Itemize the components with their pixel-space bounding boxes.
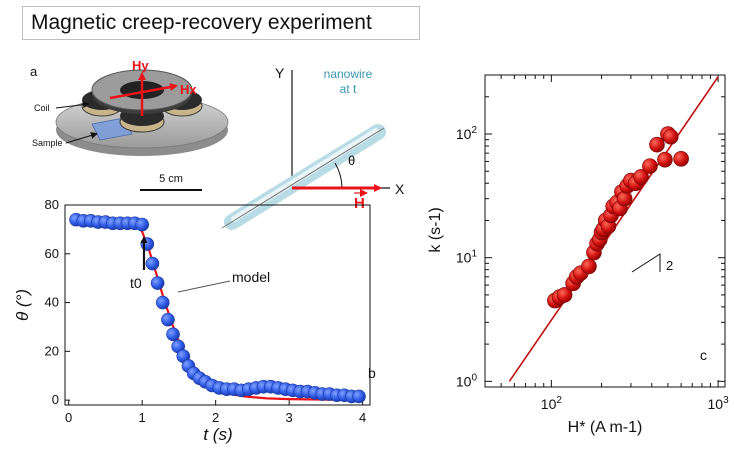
theta-point bbox=[145, 256, 160, 271]
x-tick-label: 3 bbox=[286, 410, 293, 425]
rate-data-points bbox=[547, 126, 689, 309]
figure-title: Magnetic creep-recovery experiment bbox=[22, 6, 420, 40]
plot-c-ylabel: k (s-1) bbox=[427, 207, 444, 252]
hy-label: Hy bbox=[132, 58, 149, 73]
panel-label-c: c bbox=[700, 347, 707, 363]
plot-b-ylabel: θ (°) bbox=[13, 289, 32, 321]
rate-point bbox=[581, 258, 597, 275]
tick-label: 100 bbox=[456, 372, 478, 389]
y-tick-label: 60 bbox=[45, 246, 59, 261]
plot-c-ticks: 102 103 100 101 102 bbox=[456, 74, 730, 412]
rate-point bbox=[662, 128, 679, 145]
plot-c-frame bbox=[484, 74, 726, 388]
y-tick-label: 20 bbox=[45, 343, 59, 358]
theta-label: θ bbox=[348, 153, 355, 168]
panel-label-a: a bbox=[30, 64, 38, 79]
theta-point bbox=[166, 327, 180, 342]
theta-point bbox=[150, 276, 165, 290]
x-tick-label: 4 bbox=[359, 410, 366, 425]
plot-b-frame bbox=[64, 204, 371, 406]
rate-point bbox=[657, 151, 673, 168]
x-tick-label: 0 bbox=[65, 410, 72, 425]
theta-point bbox=[161, 312, 175, 327]
apparatus-panel: a Hy Hx Coil Sample 5 cm bbox=[30, 58, 229, 191]
theta-point bbox=[155, 295, 170, 310]
model-label: model bbox=[232, 269, 270, 285]
rate-point bbox=[673, 151, 689, 167]
rate-point bbox=[649, 136, 665, 153]
rate-point bbox=[633, 169, 649, 185]
t0-label: t0 bbox=[130, 275, 142, 291]
theta-point bbox=[140, 237, 155, 251]
rate-point bbox=[642, 158, 658, 174]
slope-label: 2 bbox=[666, 258, 673, 273]
panel-label-b: b bbox=[368, 365, 376, 381]
tick-label: 103 bbox=[708, 395, 730, 412]
rate-vs-field-chart: 102 103 100 101 102 2 c H* (A m-1) k (s-1) bbox=[427, 74, 730, 436]
rate-point bbox=[556, 287, 573, 303]
hx-arrow bbox=[109, 83, 178, 100]
x-tick-label: 2 bbox=[212, 410, 219, 425]
nanowire-label-1: nanowire bbox=[324, 67, 373, 81]
x-tick-label: 1 bbox=[139, 410, 146, 425]
scale-label: 5 cm bbox=[159, 173, 183, 185]
field-label: H bbox=[354, 195, 365, 212]
plot-c-xlabel: H* (A m-1) bbox=[568, 419, 643, 436]
sample-label: Sample bbox=[32, 138, 63, 148]
y-tick-label: 80 bbox=[45, 197, 59, 212]
plot-b-xlabel: t (s) bbox=[203, 425, 232, 444]
nanowire-label-2: at t bbox=[340, 82, 357, 96]
coil-label: Coil bbox=[34, 103, 50, 113]
slope-triangle bbox=[631, 253, 661, 273]
model-curve bbox=[133, 222, 356, 401]
tick-label: 101 bbox=[456, 249, 478, 266]
tick-label: 102 bbox=[456, 125, 478, 142]
theta-point bbox=[352, 389, 366, 404]
schematic-x-label: X bbox=[395, 181, 405, 197]
rate-point bbox=[616, 190, 633, 207]
y-tick-label: 40 bbox=[45, 295, 59, 310]
coil-pointer bbox=[55, 101, 90, 109]
model-pointer bbox=[177, 280, 231, 293]
hx-label: Hx bbox=[180, 82, 197, 97]
tick-label: 102 bbox=[541, 395, 563, 412]
schematic-y-label: Y bbox=[275, 65, 285, 81]
y-tick-label: 0 bbox=[52, 392, 59, 407]
theta-point bbox=[135, 217, 149, 232]
theta-data-points bbox=[69, 212, 366, 404]
sample-pointer bbox=[65, 132, 98, 144]
nanowire-axis bbox=[221, 127, 385, 229]
nanowire-schematic: Y X nanowire at t θ H bbox=[221, 65, 405, 230]
